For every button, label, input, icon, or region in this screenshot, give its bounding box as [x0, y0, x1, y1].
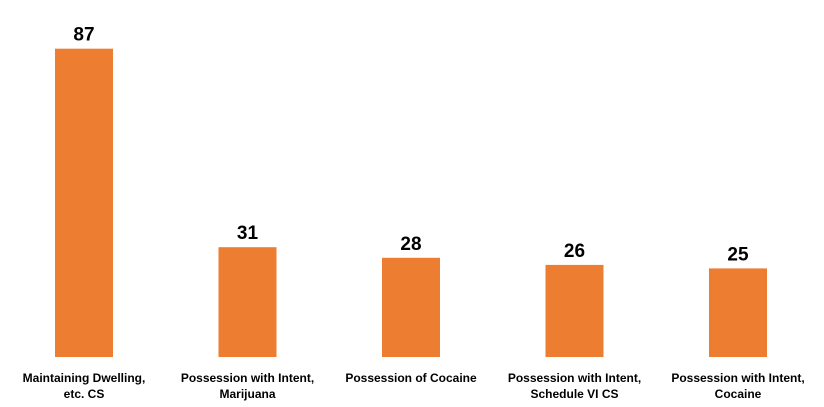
bar-5 — [709, 268, 767, 357]
category-label-line: Maintaining Dwelling, — [23, 371, 146, 385]
category-label-line: Cocaine — [715, 387, 762, 401]
category-label-4: Possession with Intent, Schedule VI CS — [508, 371, 641, 401]
data-label-5: 25 — [727, 244, 749, 265]
data-label-3: 28 — [400, 234, 421, 255]
category-label-2: Possession with Intent, Marijuana — [181, 371, 314, 401]
category-label-3: Possession of Cocaine — [345, 371, 477, 385]
data-label-2: 31 — [237, 223, 259, 244]
bars-layer — [55, 48, 767, 357]
bar-4 — [545, 264, 604, 357]
category-label-line: Possession of Cocaine — [345, 371, 477, 385]
category-label-line: Possession with Intent, — [671, 371, 804, 385]
value-labels-layer: 87 31 28 26 25 — [73, 25, 749, 266]
bar-1 — [55, 48, 113, 357]
category-label-5: Possession with Intent, Cocaine — [671, 371, 804, 401]
category-label-line: Possession with Intent, — [508, 371, 641, 385]
category-label-line: Possession with Intent, — [181, 371, 314, 385]
category-label-line: etc. CS — [64, 387, 105, 401]
bar-3 — [382, 257, 440, 357]
data-label-1: 87 — [73, 25, 94, 46]
category-label-line: Schedule VI CS — [530, 387, 618, 401]
category-labels-layer: Maintaining Dwelling, etc. CS Possession w… — [23, 371, 805, 401]
data-label-4: 26 — [564, 241, 585, 262]
category-label-1: Maintaining Dwelling, etc. CS — [23, 371, 146, 401]
category-label-line: Marijuana — [219, 387, 275, 401]
bar-2 — [218, 247, 277, 357]
